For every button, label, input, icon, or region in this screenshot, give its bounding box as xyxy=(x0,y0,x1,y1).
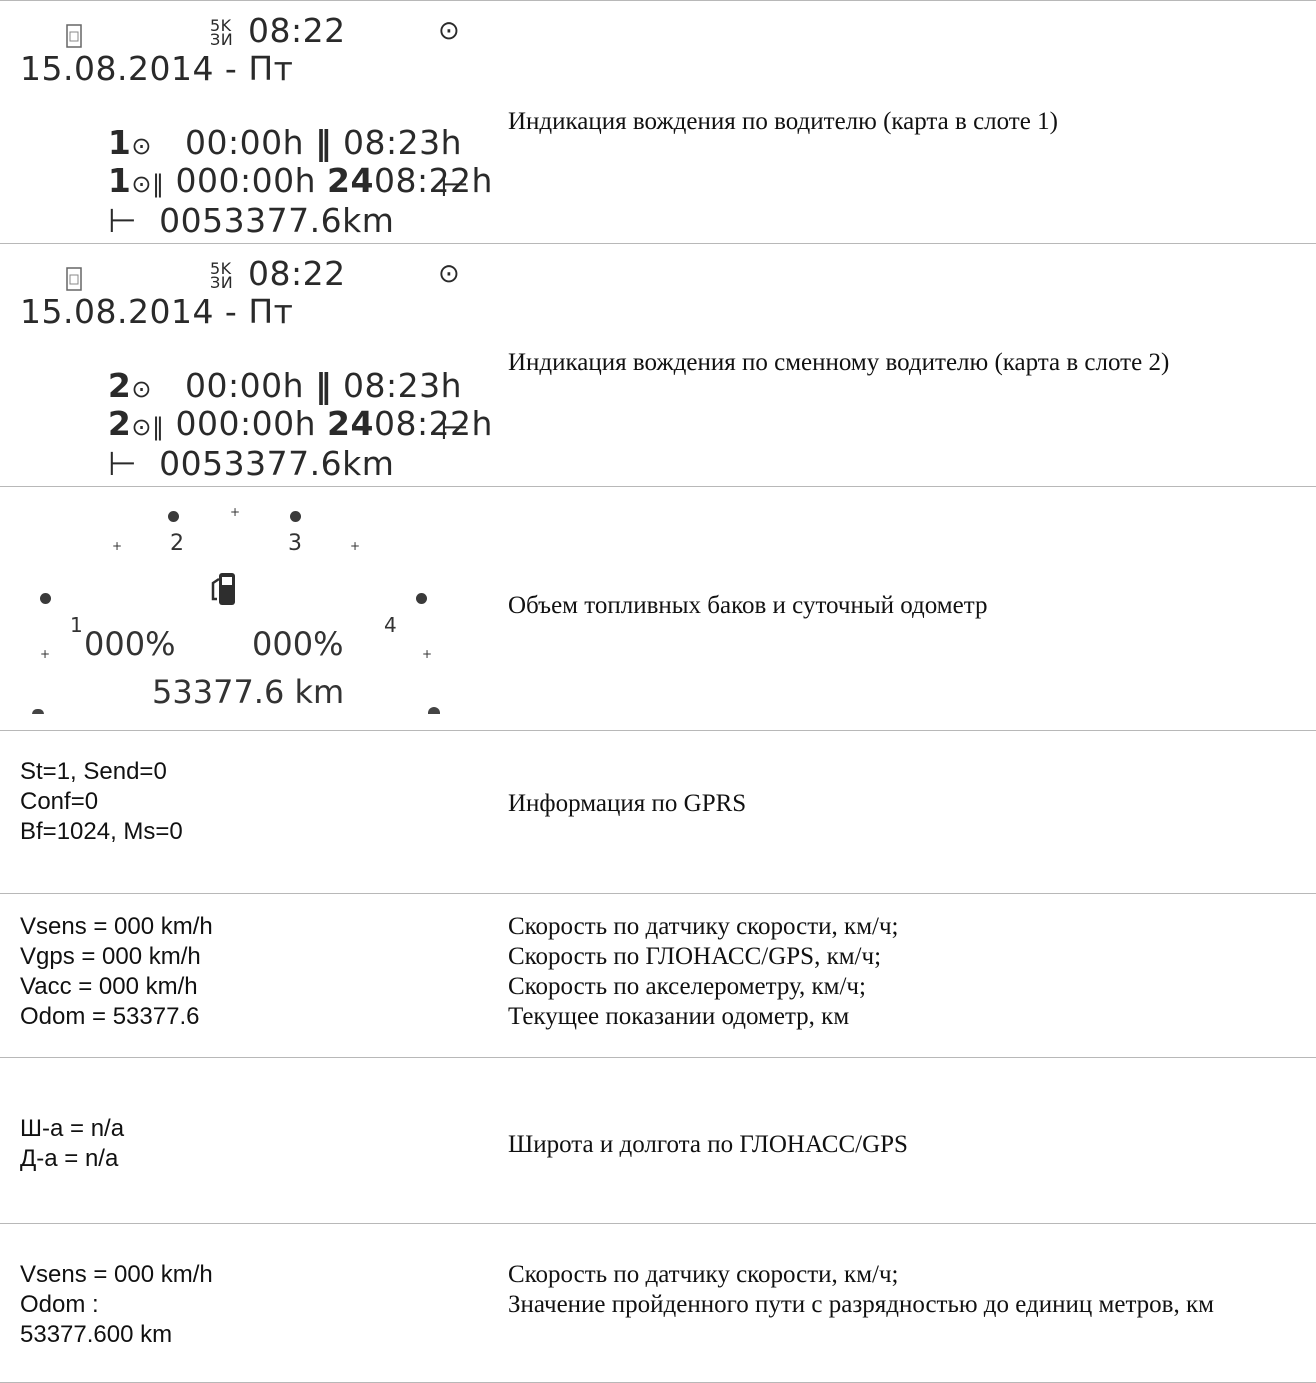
odometer-icon: ⊢ xyxy=(107,201,138,240)
speed-line: Vacc = 000 km/h xyxy=(20,973,198,1000)
speed-line: Odom = 53377.6 xyxy=(20,1003,200,1030)
row-precise-odometer: Vsens = 000 km/h Odom : 53377.600 km Ско… xyxy=(0,1223,1316,1383)
slot-number: 2 xyxy=(107,404,132,443)
row-description: Скорость по датчику скорости, км/ч; Знач… xyxy=(508,1260,1312,1320)
row-driver-slot-2: 5K ЗИ 08:22 ⊙ 15.08.2014 - Пт 2⊙ 00:00h ‖… xyxy=(0,243,1316,486)
gauge-tick: + xyxy=(350,539,361,553)
break-time: 08:23h xyxy=(343,123,463,162)
lcd-screen-driver-1: 5K ЗИ 08:22 ⊙ 15.08.2014 - Пт 1⊙ 00:00h ‖… xyxy=(20,11,492,239)
row-description: Широта и долгота по ГЛОНАСС/GPS xyxy=(508,1131,908,1158)
row-gprs: St=1, Send=0 Conf=0 Bf=1024, Ms=0 Информ… xyxy=(0,730,1316,893)
speed-values: Vsens = 000 km/h Vgps = 000 km/h Vacc = … xyxy=(20,912,213,1032)
desc-line: Скорость по ГЛОНАСС/GPS, км/ч; xyxy=(508,943,882,970)
desc-line: Текущее показании одометр, км xyxy=(508,1003,850,1030)
odometer-icon: ⊢ xyxy=(440,408,470,447)
pause-icon: ‖ xyxy=(315,366,332,405)
day-label: 24 xyxy=(327,404,374,443)
gprs-line: St=1, Send=0 xyxy=(20,758,167,785)
tank-left-level: 000% xyxy=(84,625,176,663)
drive-pause-icon: ⊙‖ xyxy=(131,170,165,198)
gauge-dot xyxy=(32,709,44,714)
card-icon xyxy=(66,267,82,291)
desc-line: Скорость по датчику скорости, км/ч; xyxy=(508,1261,899,1288)
odom-line: Odom : xyxy=(20,1291,99,1318)
fuel-gauge-screen: + + + 2 3 1 4 000% 000% + + 53377.6 km xyxy=(20,497,480,727)
day-time: 08:22h xyxy=(373,161,493,200)
slot-number: 1 xyxy=(107,123,132,162)
speed-line: Vsens = 000 km/h xyxy=(20,913,213,940)
tank-label: 2 xyxy=(170,531,184,556)
odometer-value: 0053377.6km xyxy=(159,444,395,483)
coordinate-values: Ш-а = n/a Д-а = n/a xyxy=(20,1114,124,1174)
odometer-values: Vsens = 000 km/h Odom : 53377.600 km xyxy=(20,1260,213,1350)
desc-line: Скорость по акселерометру, км/ч; xyxy=(508,973,866,1000)
drive-icon: ⊙ xyxy=(131,375,152,403)
day-label: 24 xyxy=(327,161,374,200)
desc-line: Значение пройденного пути с разрядностью… xyxy=(508,1291,1214,1318)
fuel-pump-icon xyxy=(211,573,235,605)
row-fuel-tanks: + + + 2 3 1 4 000% 000% + + 53377.6 km О… xyxy=(0,486,1316,730)
tank-right-level: 000% xyxy=(252,625,344,663)
coord-line: Д-а = n/a xyxy=(20,1145,119,1172)
row-description: Индикация вождения по сменному водителю … xyxy=(508,349,1170,376)
gauge-dot xyxy=(428,707,440,714)
tank-label: 3 xyxy=(288,531,302,556)
pause-icon: ‖ xyxy=(315,123,332,162)
lcd-date: 15.08.2014 - Пт xyxy=(20,49,294,88)
odometer-icon: ⊢ xyxy=(107,444,138,483)
speed-line: Vgps = 000 km/h xyxy=(20,943,201,970)
gauge-dot xyxy=(168,511,179,522)
gprs-line: Bf=1024, Ms=0 xyxy=(20,818,183,845)
lcd-time: 08:22 xyxy=(248,11,346,50)
total-drive-time: 000:00h xyxy=(175,161,317,200)
lcd-screen-driver-2: 5K ЗИ 08:22 ⊙ 15.08.2014 - Пт 2⊙ 00:00h ‖… xyxy=(20,254,492,482)
odom-line: 53377.600 km xyxy=(20,1321,173,1348)
lcd-time: 08:22 xyxy=(248,254,346,293)
gprs-values: St=1, Send=0 Conf=0 Bf=1024, Ms=0 xyxy=(20,757,183,847)
gauge-tick: + xyxy=(422,647,433,661)
mode-glyph-icon: 5K ЗИ xyxy=(210,16,234,49)
tank-label: 1 xyxy=(70,613,83,637)
drive-time: 00:00h xyxy=(184,366,304,405)
gauge-dot xyxy=(40,593,51,604)
row-coordinates: Ш-а = n/a Д-а = n/a Широта и долгота по … xyxy=(0,1057,1316,1223)
clock-icon: ⊙ xyxy=(438,16,461,46)
row-driver-slot-1: 5K ЗИ 08:22 ⊙ 15.08.2014 - Пт 1⊙ 00:00h ‖… xyxy=(0,0,1316,243)
gauge-dot xyxy=(290,511,301,522)
odometer-value: 0053377.6km xyxy=(159,201,395,240)
gauge-dot xyxy=(416,593,427,604)
gauge-tick: + xyxy=(40,647,51,661)
gauge-tick: + xyxy=(112,539,123,553)
break-time: 08:23h xyxy=(343,366,463,405)
coord-line: Ш-а = n/a xyxy=(20,1115,125,1142)
daily-odometer: 53377.6 km xyxy=(152,673,345,711)
lcd-date: 15.08.2014 - Пт xyxy=(20,292,294,331)
mode-glyph-icon: 5K ЗИ xyxy=(210,259,234,292)
row-description: Объем топливных баков и суточный одометр xyxy=(508,592,988,619)
gauge-tick: + xyxy=(230,505,241,519)
desc-line: Скорость по датчику скорости, км/ч; xyxy=(508,913,899,940)
total-drive-time: 000:00h xyxy=(175,404,317,443)
clock-icon: ⊙ xyxy=(438,259,461,289)
gprs-line: Conf=0 xyxy=(20,788,99,815)
drive-pause-icon: ⊙‖ xyxy=(131,413,165,441)
row-speed: Vsens = 000 km/h Vgps = 000 km/h Vacc = … xyxy=(0,893,1316,1057)
day-time: 08:22h xyxy=(373,404,493,443)
odometer-icon: ⊢ xyxy=(440,165,470,204)
drive-icon: ⊙ xyxy=(131,132,152,160)
card-icon xyxy=(66,24,82,48)
drive-time: 00:00h xyxy=(184,123,304,162)
slot-number: 2 xyxy=(107,366,132,405)
tank-label: 4 xyxy=(384,613,397,637)
odom-line: Vsens = 000 km/h xyxy=(20,1261,213,1288)
row-description: Информация по GPRS xyxy=(508,790,747,817)
row-description: Индикация вождения по водителю (карта в … xyxy=(508,108,1058,135)
row-description: Скорость по датчику скорости, км/ч; Скор… xyxy=(508,912,1312,1032)
slot-number: 1 xyxy=(107,161,132,200)
